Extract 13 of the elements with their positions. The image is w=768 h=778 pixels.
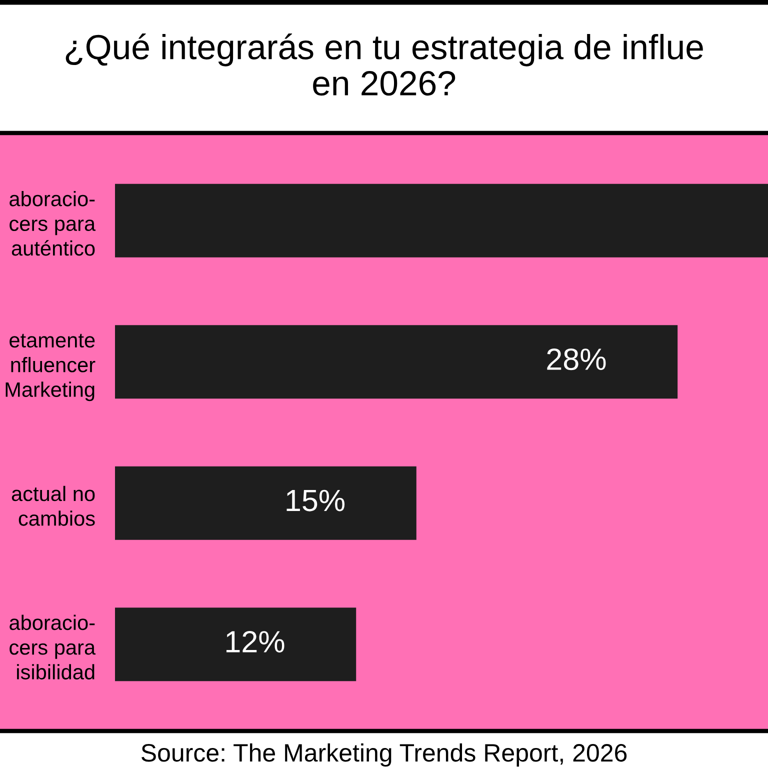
y-tick-label: aboracio- cers para auténtico: [10, 191, 96, 256]
bar: [115, 608, 356, 682]
y-tick-label: etamente nfluencer Marketing: [6, 334, 96, 402]
bar: [115, 466, 416, 540]
data-label: 12%: [226, 630, 284, 652]
y-tick-label: aboracio- cers para isibilidad: [10, 614, 96, 680]
data-label: 15%: [286, 490, 345, 512]
chart-title: ¿Qué integrarás en tu estrategia de influe en 2026?: [66, 34, 703, 96]
bar: [115, 325, 678, 399]
data-label: 28%: [547, 348, 606, 370]
y-tick-label: actual no cambios: [12, 486, 95, 526]
source-note: Source: The Marketing Trends Report, 2026: [141, 743, 627, 767]
bar: [115, 184, 768, 258]
